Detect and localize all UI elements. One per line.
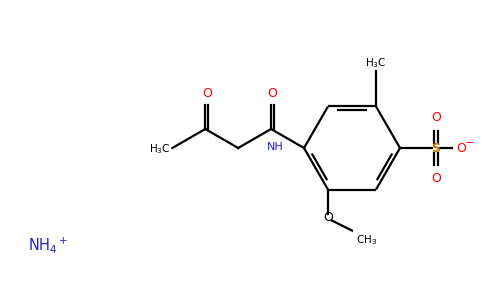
Text: O: O xyxy=(202,87,212,100)
Text: NH: NH xyxy=(267,142,284,152)
Text: NH$_4$$^+$: NH$_4$$^+$ xyxy=(28,235,68,255)
Text: CH$_3$: CH$_3$ xyxy=(356,234,377,248)
Text: H$_3$C: H$_3$C xyxy=(149,142,170,156)
Text: O: O xyxy=(431,172,441,185)
Text: −: − xyxy=(465,138,474,148)
Text: O: O xyxy=(268,87,277,100)
Text: O: O xyxy=(456,142,466,154)
Text: O: O xyxy=(431,111,441,124)
Text: H$_3$C: H$_3$C xyxy=(365,57,387,70)
Text: S: S xyxy=(432,142,440,154)
Text: O: O xyxy=(323,211,333,224)
